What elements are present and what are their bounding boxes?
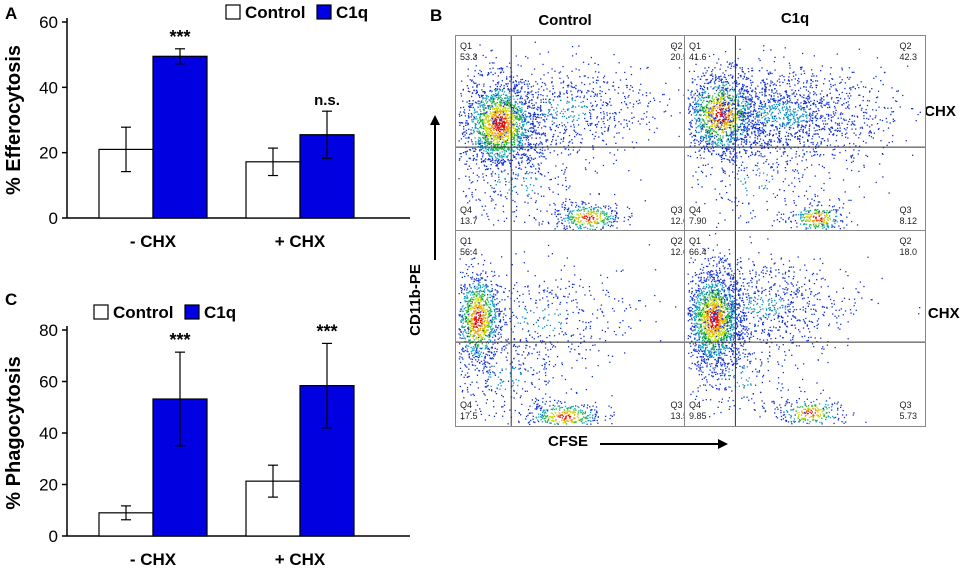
flow-x-axis-title: CFSE [548, 433, 589, 450]
x-tick-label: - CHX [130, 232, 177, 251]
quadrant-name: Q4 [460, 400, 473, 410]
quadrant-percentage: 7.90 [689, 216, 707, 226]
y-tick-label: 60 [39, 373, 58, 392]
y-tick-label: 40 [39, 424, 58, 443]
quadrant-name: Q3 [899, 205, 912, 215]
legend-swatch-c1q [184, 304, 200, 320]
quadrant-percentage: 56.4 [460, 247, 478, 257]
quadrant-percentage: 41.6 [689, 52, 707, 62]
quadrant-name: Q2 [899, 236, 912, 246]
flow-plot-c1q-minus-chx: Q1 41.6 Q2 42.3 Q3 8.12 Q4 7.90 [684, 35, 926, 232]
quadrant-q2-label: Q2 18.0 [899, 236, 917, 258]
quadrant-name: Q3 [670, 400, 683, 410]
quadrant-name: Q2 [670, 236, 683, 246]
flow-column-header-c1q: C1q [780, 10, 810, 27]
quadrant-name: Q1 [689, 236, 702, 246]
quadrant-q3-label: Q3 12.6 [670, 205, 688, 227]
quadrant-q2-label: Q2 20.5 [670, 41, 688, 63]
quadrant-q1-label: Q1 53.3 [460, 41, 478, 63]
quadrant-q4-label: Q4 13.7 [460, 205, 478, 227]
y-tick-label: 80 [39, 321, 58, 340]
flow-plot-control-plus-chx: Q1 56.4 Q2 12.6 Q3 13.5 Q4 17.5 [455, 230, 697, 427]
quadrant-name: Q2 [899, 41, 912, 51]
density-scatter [456, 36, 696, 231]
flow-column-header-control: Control [538, 12, 592, 29]
flow-y-axis-arrow [430, 115, 440, 260]
quadrant-q2-label: Q2 42.3 [899, 41, 917, 63]
quadrant-name: Q4 [460, 205, 473, 215]
x-tick-label: + CHX [275, 232, 326, 251]
quadrant-name: Q3 [670, 205, 683, 215]
panel-letter-a: A [5, 4, 18, 23]
x-tick-label: - CHX [130, 550, 177, 569]
legend-swatch-control [225, 4, 241, 20]
quadrant-q3-label: Q3 5.73 [899, 400, 917, 422]
y-tick-label: 0 [49, 527, 58, 546]
quadrant-name: Q1 [689, 41, 702, 51]
quadrant-percentage: 66.4 [689, 247, 707, 257]
quadrant-name: Q1 [460, 236, 473, 246]
quadrant-percentage: 13.5 [670, 411, 688, 421]
quadrant-percentage: 17.5 [460, 411, 478, 421]
quadrant-percentage: 18.0 [899, 247, 917, 257]
quadrant-percentage: 42.3 [899, 52, 917, 62]
significance-label: *** [169, 330, 190, 350]
quadrant-name: Q1 [460, 41, 473, 51]
quadrant-q1-label: Q1 41.6 [689, 41, 707, 63]
density-scatter [685, 36, 925, 231]
y-tick-label: 60 [39, 13, 58, 32]
quadrant-percentage: 12.6 [670, 247, 688, 257]
quadrant-percentage: 20.5 [670, 52, 688, 62]
legend-label-control: Control [113, 303, 173, 322]
phagocytosis-bar-chart: 0 20 40 60 80 % Phagocytosis - CHX + CHX *** *** C… [3, 303, 410, 569]
quadrant-name: Q3 [899, 400, 912, 410]
flow-y-axis-title: CD11b-PE [407, 264, 424, 336]
quadrant-q2-label: Q2 12.6 [670, 236, 688, 258]
bar-c1q-minus-chx [152, 55, 208, 219]
legend-swatch-c1q [316, 4, 332, 20]
quadrant-percentage: 13.7 [460, 216, 478, 226]
quadrant-q3-label: Q3 13.5 [670, 400, 688, 422]
legend-swatch-control [93, 304, 109, 320]
quadrant-q4-label: Q4 7.90 [689, 205, 707, 227]
flow-plot-control-minus-chx: Q1 53.3 Q2 20.5 Q3 12.6 Q4 13.7 [455, 35, 697, 232]
quadrant-percentage: 9.85 [689, 411, 707, 421]
legend-label-c1q: C1q [204, 303, 236, 322]
legend-label-control: Control [245, 3, 305, 22]
significance-label: *** [316, 321, 337, 341]
y-axis-label: % Efferocytosis [3, 45, 25, 195]
quadrant-name: Q4 [689, 400, 702, 410]
x-tick-label: + CHX [275, 550, 326, 569]
significance-label: *** [169, 27, 190, 47]
flow-x-axis-arrow [600, 439, 728, 449]
y-tick-label: 20 [39, 476, 58, 495]
panel-letter-c: C [5, 290, 18, 309]
y-tick-label: 40 [39, 78, 58, 97]
quadrant-q1-label: Q1 56.4 [460, 236, 478, 258]
flow-row-label-plus-chx: + CHX [915, 305, 960, 322]
legend-label-c1q: C1q [336, 3, 368, 22]
y-tick-label: 0 [49, 209, 58, 228]
flow-plot-c1q-plus-chx: Q1 66.4 Q2 18.0 Q3 5.73 Q4 9.85 [684, 230, 926, 427]
efferocytosis-bar-chart: 0 20 40 60 % Efferocytosis - CHX + CHX *** n.s. C… [3, 3, 410, 251]
quadrant-q1-label: Q1 66.4 [689, 236, 707, 258]
panel-letter-b: B [430, 6, 443, 25]
density-scatter [685, 231, 925, 426]
quadrant-q4-label: Q4 9.85 [689, 400, 707, 422]
quadrant-percentage: 53.3 [460, 52, 478, 62]
quadrant-percentage: 5.73 [899, 411, 917, 421]
quadrant-q4-label: Q4 17.5 [460, 400, 478, 422]
quadrant-name: Q4 [689, 205, 702, 215]
quadrant-name: Q2 [670, 41, 683, 51]
quadrant-q3-label: Q3 8.12 [899, 205, 917, 227]
y-tick-label: 20 [39, 144, 58, 163]
quadrant-percentage: 8.12 [899, 216, 917, 226]
y-axis-label: % Phagocytosis [3, 356, 25, 509]
density-scatter [456, 231, 696, 426]
significance-label: n.s. [314, 92, 340, 109]
quadrant-percentage: 12.6 [670, 216, 688, 226]
